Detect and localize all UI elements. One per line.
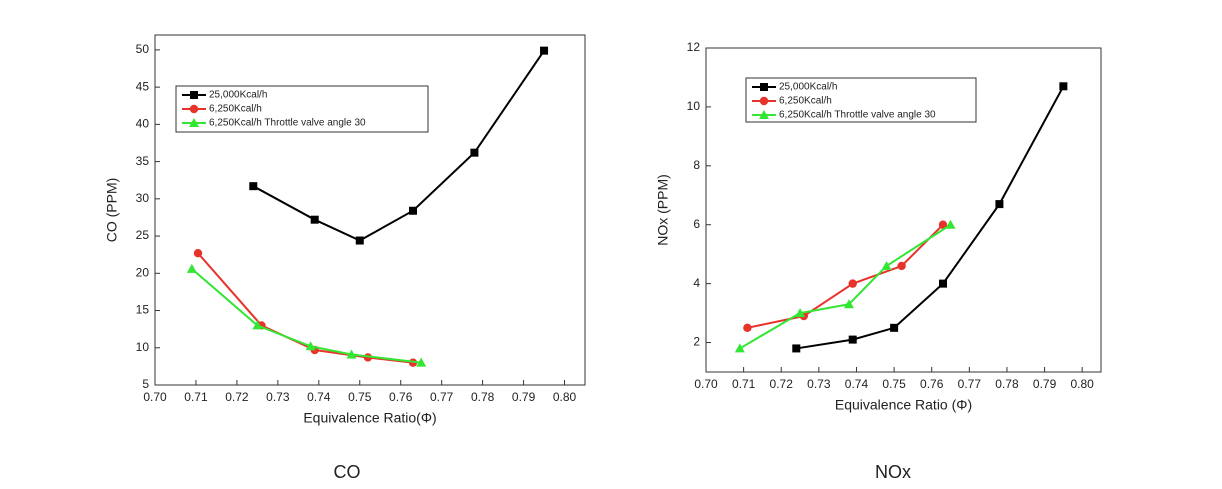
x-tick-label: 0.71	[732, 377, 756, 391]
marker	[470, 148, 479, 157]
x-tick-label: 0.74	[845, 377, 869, 391]
x-tick-label: 0.73	[807, 377, 831, 391]
marker	[190, 91, 198, 99]
y-tick-label: 10	[136, 340, 150, 354]
series-line	[197, 252, 414, 364]
marker	[938, 220, 948, 229]
marker	[249, 182, 258, 191]
x-tick-label: 0.74	[307, 390, 331, 404]
plot-frame	[154, 34, 586, 386]
x-tick-label: 0.78	[471, 390, 495, 404]
legend-box	[175, 85, 429, 133]
y-axis-label: CO (PPM)	[104, 178, 120, 243]
caption: NOx	[875, 462, 911, 482]
chart: 0.70 0.71 0.72 0.73 0.74 0.75 0.76 0.77 0.78 0.79…	[104, 34, 586, 482]
y-tick-label: 4	[693, 276, 700, 290]
y-tick-label: 20	[136, 265, 150, 279]
x-tick-label: 0.75	[348, 390, 372, 404]
y-tick-label: 30	[136, 191, 150, 205]
marker	[189, 104, 199, 114]
x-tick-label: 0.72	[770, 377, 794, 391]
x-tick-label: 0.77	[958, 377, 982, 391]
marker	[193, 248, 203, 258]
x-axis-label: Equivalence Ratio(Φ)	[303, 410, 436, 426]
y-tick-label: 35	[136, 154, 150, 168]
x-tick-label: 0.79	[1033, 377, 1057, 391]
marker	[346, 349, 357, 359]
marker	[743, 323, 752, 333]
marker	[759, 110, 769, 119]
marker	[416, 357, 427, 367]
x-tick-label: 0.76	[920, 377, 944, 391]
legend-label: 6,250Kcal/h Throttle valve angle 30	[779, 110, 936, 121]
legend-label: 6,250Kcal/h	[209, 104, 262, 115]
y-tick-label: 5	[142, 377, 149, 391]
caption: CO	[334, 462, 361, 482]
marker	[848, 335, 857, 344]
y-tick-label: 12	[687, 40, 701, 54]
y-tick-label: 50	[136, 42, 150, 56]
marker	[355, 236, 364, 245]
y-tick-label: 2	[693, 335, 700, 349]
marker	[945, 219, 956, 229]
series-line	[747, 224, 944, 329]
series-line	[739, 223, 952, 350]
marker	[890, 323, 899, 332]
series-line	[191, 268, 422, 364]
x-tick-label: 0.72	[225, 390, 249, 404]
marker	[310, 215, 319, 224]
chart: 0.70 0.71 0.72 0.73 0.74 0.75 0.76 0.77 0.78 0.79…	[655, 40, 1102, 482]
plot-frame	[705, 47, 1102, 373]
marker	[540, 46, 549, 55]
y-tick-label: 25	[136, 228, 150, 242]
series-line	[796, 85, 1065, 350]
x-tick-label: 0.77	[430, 390, 454, 404]
marker	[409, 206, 417, 215]
legend-label: 25,000Kcal/h	[209, 90, 267, 101]
legend-box	[745, 77, 977, 123]
x-tick-label: 0.80	[1071, 377, 1095, 391]
y-tick-label: 15	[136, 303, 150, 317]
x-tick-label: 0.75	[882, 377, 906, 391]
marker	[843, 299, 854, 309]
series-line	[252, 50, 545, 242]
marker	[792, 344, 801, 353]
x-tick-label: 0.71	[184, 390, 208, 404]
x-tick-label: 0.79	[512, 390, 536, 404]
marker	[305, 341, 316, 351]
x-tick-label: 0.73	[266, 390, 290, 404]
marker	[939, 279, 947, 288]
marker	[189, 118, 199, 127]
x-axis-label: Equivalence Ratio (Φ)	[835, 397, 972, 413]
marker	[848, 279, 857, 288]
marker	[186, 263, 197, 273]
x-tick-label: 0.80	[553, 390, 577, 404]
y-tick-label: 10	[687, 99, 701, 113]
marker	[252, 320, 263, 330]
marker	[795, 308, 806, 318]
marker	[995, 200, 1004, 209]
x-tick-label: 0.76	[389, 390, 413, 404]
marker	[881, 260, 892, 270]
x-tick-label: 0.70	[694, 377, 718, 391]
y-tick-label: 6	[693, 217, 700, 231]
x-tick-label: 0.78	[995, 377, 1019, 391]
marker	[734, 343, 745, 353]
marker	[759, 96, 769, 106]
y-tick-label: 45	[136, 79, 150, 93]
legend-label: 6,250Kcal/h	[779, 96, 832, 107]
x-tick-label: 0.70	[143, 390, 167, 404]
marker	[1059, 82, 1068, 91]
legend-label: 25,000Kcal/h	[779, 82, 837, 93]
marker	[760, 83, 768, 91]
y-tick-label: 40	[136, 117, 150, 131]
marker	[897, 261, 906, 271]
y-axis-label: NOx (PPM)	[655, 174, 671, 246]
legend-label: 6,250Kcal/h Throttle valve angle 30	[209, 118, 366, 129]
y-tick-label: 8	[693, 158, 700, 172]
